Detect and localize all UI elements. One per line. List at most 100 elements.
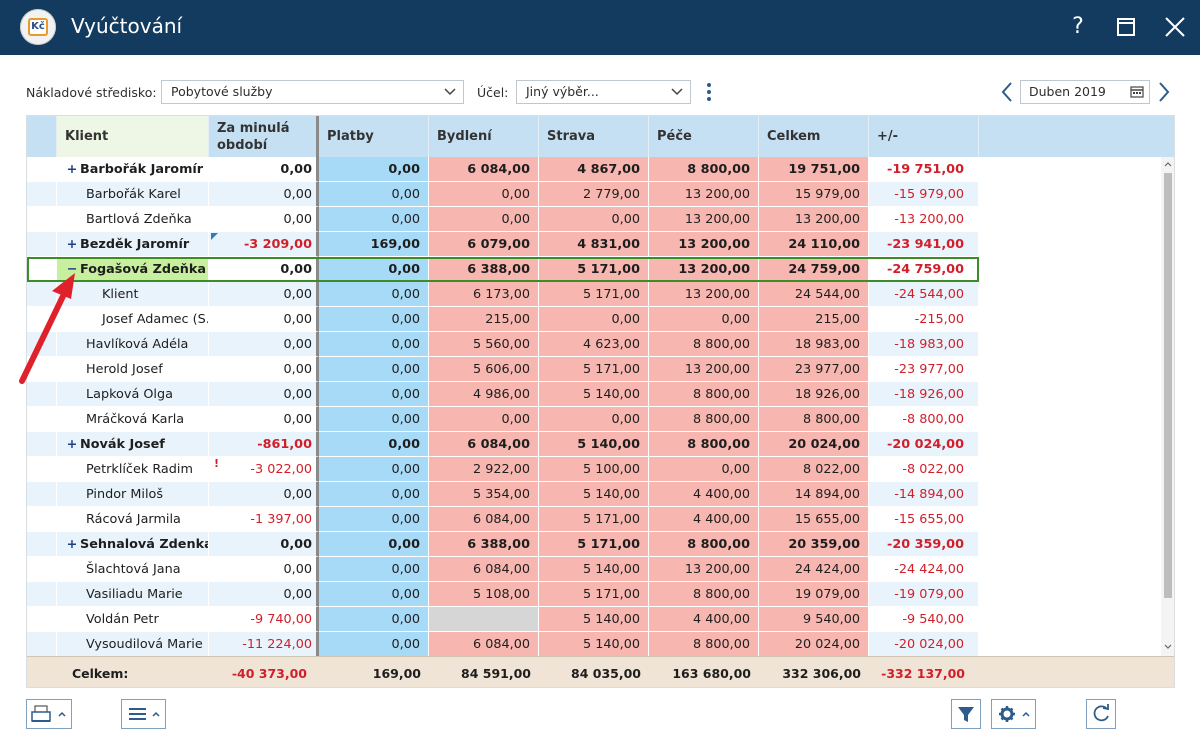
- prev-cell[interactable]: -1 397,00: [209, 507, 319, 532]
- food-cell[interactable]: 4 831,00: [539, 232, 649, 257]
- total-cell[interactable]: 13 200,00: [759, 207, 869, 232]
- row-selector[interactable]: [27, 632, 57, 657]
- care-cell[interactable]: 13 200,00: [649, 282, 759, 307]
- table-row[interactable]: Mráčková Karla 0,00 0,00 0,00 0,00 8 800,00 8 …: [27, 407, 979, 432]
- total-cell[interactable]: 215,00: [759, 307, 869, 332]
- prev-cell[interactable]: 0,00: [209, 207, 319, 232]
- total-cell[interactable]: 20 024,00: [759, 632, 869, 657]
- payments-cell[interactable]: 0,00: [319, 207, 429, 232]
- total-cell[interactable]: 24 759,00: [759, 257, 869, 282]
- diff-cell[interactable]: -20 359,00: [869, 532, 979, 557]
- table-row[interactable]: Barbořák Karel 0,00 0,00 0,00 2 779,00 13 200…: [27, 182, 979, 207]
- prev-cell[interactable]: 0,00: [209, 307, 319, 332]
- prev-cell[interactable]: 0,00: [209, 282, 319, 307]
- print-button[interactable]: [26, 699, 72, 729]
- diff-cell[interactable]: -9 540,00: [869, 607, 979, 632]
- care-cell[interactable]: 13 200,00: [649, 557, 759, 582]
- care-cell[interactable]: 13 200,00: [649, 207, 759, 232]
- total-cell[interactable]: 20 359,00: [759, 532, 869, 557]
- housing-cell[interactable]: 0,00: [429, 207, 539, 232]
- care-cell[interactable]: 4 400,00: [649, 507, 759, 532]
- diff-cell[interactable]: -14 894,00: [869, 482, 979, 507]
- diff-cell[interactable]: -24 544,00: [869, 282, 979, 307]
- food-cell[interactable]: 5 140,00: [539, 607, 649, 632]
- client-name-cell[interactable]: Barbořák Karel: [57, 182, 209, 207]
- client-name-cell[interactable]: Klient: [57, 282, 209, 307]
- total-cell[interactable]: 23 977,00: [759, 357, 869, 382]
- payments-cell[interactable]: 0,00: [319, 157, 429, 182]
- client-name-cell[interactable]: Vysoudilová Marie: [57, 632, 209, 657]
- food-cell[interactable]: 5 100,00: [539, 457, 649, 482]
- food-cell[interactable]: 5 171,00: [539, 532, 649, 557]
- help-button[interactable]: ?: [1061, 10, 1095, 44]
- row-selector[interactable]: [27, 582, 57, 607]
- row-selector[interactable]: [27, 482, 57, 507]
- table-row[interactable]: + Barbořák Jaromír 0,00 0,00 6 084,00 4 867,0…: [27, 157, 979, 182]
- housing-cell[interactable]: 5 108,00: [429, 582, 539, 607]
- housing-cell[interactable]: 6 084,00: [429, 157, 539, 182]
- column-header-food[interactable]: Strava: [539, 116, 649, 157]
- expand-icon[interactable]: +: [66, 437, 78, 452]
- payments-cell[interactable]: 0,00: [319, 632, 429, 657]
- table-row[interactable]: − Fogašová Zdeňka 0,00 0,00 6 388,00 5 171,00…: [27, 257, 979, 282]
- filter-button[interactable]: [951, 699, 981, 729]
- table-row[interactable]: Vasiliadu Marie 0,00 0,00 5 108,00 5 171,00 8…: [27, 582, 979, 607]
- table-row[interactable]: Havlíková Adéla 0,00 0,00 5 560,00 4 623,00 8…: [27, 332, 979, 357]
- payments-cell[interactable]: 0,00: [319, 382, 429, 407]
- client-name-cell[interactable]: Vasiliadu Marie: [57, 582, 209, 607]
- previous-period-icon[interactable]: [1000, 80, 1014, 104]
- payments-cell[interactable]: 0,00: [319, 432, 429, 457]
- care-cell[interactable]: 8 800,00: [649, 432, 759, 457]
- housing-cell[interactable]: 0,00: [429, 182, 539, 207]
- column-header-prev[interactable]: Za minulá období: [209, 116, 319, 157]
- diff-cell[interactable]: -19 751,00: [869, 157, 979, 182]
- total-cell[interactable]: 19 751,00: [759, 157, 869, 182]
- total-cell[interactable]: 14 894,00: [759, 482, 869, 507]
- care-cell[interactable]: 13 200,00: [649, 257, 759, 282]
- next-period-icon[interactable]: [1157, 80, 1171, 104]
- column-header-total[interactable]: Celkem: [759, 116, 869, 157]
- total-cell[interactable]: 20 024,00: [759, 432, 869, 457]
- diff-cell[interactable]: -20 024,00: [869, 432, 979, 457]
- table-row[interactable]: + Sehnalová Zdenka 0,00 0,00 6 388,00 5 171,0…: [27, 532, 979, 557]
- diff-cell[interactable]: -15 655,00: [869, 507, 979, 532]
- table-row[interactable]: Herold Josef 0,00 0,00 5 606,00 5 171,00 13 2…: [27, 357, 979, 382]
- purpose-select[interactable]: Jiný výběr...: [516, 80, 691, 104]
- food-cell[interactable]: 5 171,00: [539, 257, 649, 282]
- care-cell[interactable]: 0,00: [649, 307, 759, 332]
- client-name-cell[interactable]: Pindor Miloš: [57, 482, 209, 507]
- diff-cell[interactable]: -8 022,00: [869, 457, 979, 482]
- prev-cell[interactable]: 0,00: [209, 182, 319, 207]
- total-cell[interactable]: 19 079,00: [759, 582, 869, 607]
- total-cell[interactable]: 8 800,00: [759, 407, 869, 432]
- housing-cell[interactable]: 6 084,00: [429, 557, 539, 582]
- payments-cell[interactable]: 0,00: [319, 407, 429, 432]
- food-cell[interactable]: 5 140,00: [539, 482, 649, 507]
- total-cell[interactable]: 9 540,00: [759, 607, 869, 632]
- row-selector[interactable]: [27, 232, 57, 257]
- housing-cell[interactable]: 6 079,00: [429, 232, 539, 257]
- housing-cell[interactable]: 215,00: [429, 307, 539, 332]
- food-cell[interactable]: 5 140,00: [539, 632, 649, 657]
- row-selector[interactable]: [27, 457, 57, 482]
- row-selector[interactable]: [27, 182, 57, 207]
- care-cell[interactable]: 8 800,00: [649, 382, 759, 407]
- client-name-cell[interactable]: Petrklíček Radim: [57, 457, 209, 482]
- prev-cell[interactable]: -3 022,00!: [209, 457, 319, 482]
- table-row[interactable]: Rácová Jarmila -1 397,00 0,00 6 084,00 5 171…: [27, 507, 979, 532]
- diff-cell[interactable]: -215,00: [869, 307, 979, 332]
- table-row[interactable]: Josef Adamec (S... 0,00 0,00 215,00 0,00 0,00…: [27, 307, 979, 332]
- food-cell[interactable]: 2 779,00: [539, 182, 649, 207]
- food-cell[interactable]: 4 623,00: [539, 332, 649, 357]
- row-selector[interactable]: [27, 407, 57, 432]
- prev-cell[interactable]: 0,00: [209, 532, 319, 557]
- housing-cell[interactable]: 0,00: [429, 407, 539, 432]
- payments-cell[interactable]: 0,00: [319, 357, 429, 382]
- payments-cell[interactable]: 0,00: [319, 582, 429, 607]
- food-cell[interactable]: 5 140,00: [539, 432, 649, 457]
- row-selector[interactable]: [27, 207, 57, 232]
- client-name-cell[interactable]: Lapková Olga: [57, 382, 209, 407]
- client-name-cell[interactable]: + Sehnalová Zdenka: [57, 532, 209, 557]
- client-name-cell[interactable]: Šlachtová Jana: [57, 557, 209, 582]
- care-cell[interactable]: 4 400,00: [649, 607, 759, 632]
